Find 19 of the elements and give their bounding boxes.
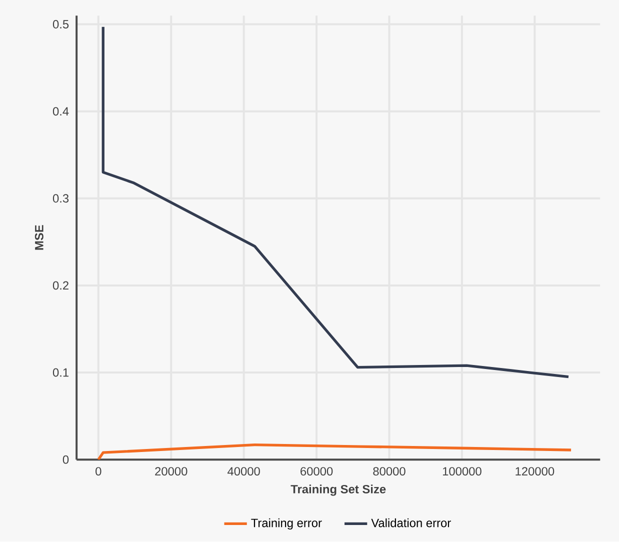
x-axis-title: Training Set Size [290, 484, 386, 496]
x-tick-label: 80000 [373, 467, 406, 476]
y-tick-label: 0 [62, 455, 69, 464]
y-tick-label: 0.3 [52, 194, 69, 203]
y-axis-title: MSE [34, 225, 44, 250]
y-tick-label: 0.2 [52, 281, 68, 290]
x-tick-label: 20000 [155, 467, 188, 476]
x-tick-label: 120000 [516, 467, 554, 476]
line-series [102, 26, 570, 378]
legend-label: Validation error [371, 518, 451, 528]
x-tick-label: 40000 [228, 467, 260, 476]
y-tick-label: 0.4 [52, 107, 69, 116]
y-tick-label: 0.5 [52, 20, 69, 29]
x-tick-label: 100000 [442, 467, 482, 476]
x-tick-label: 0 [96, 467, 102, 476]
x-tick-label: 60000 [300, 467, 333, 476]
line-series [97, 444, 572, 460]
legend-label: Training error [251, 518, 322, 530]
y-tick-label: 0.1 [52, 368, 68, 377]
